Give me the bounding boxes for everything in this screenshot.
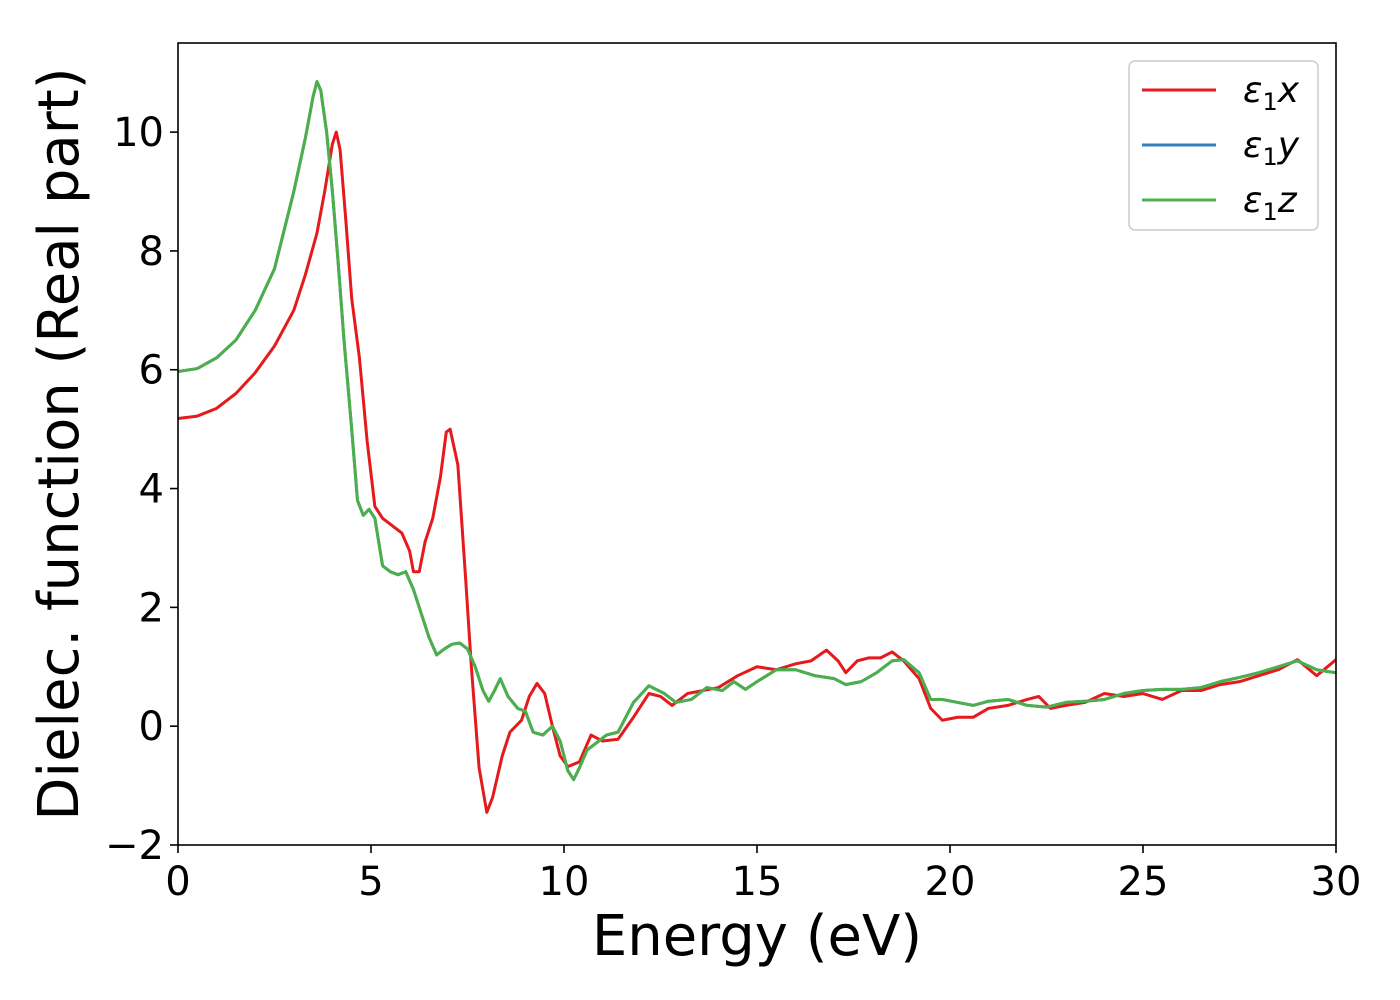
y-axis-label: Dielec. function (Real part) xyxy=(27,67,92,820)
legend: ε1x ε1y ε1z xyxy=(1128,60,1319,231)
x-tick-label: 10 xyxy=(539,859,590,905)
series-layer xyxy=(178,80,1336,814)
x-tick-label: 5 xyxy=(358,859,383,905)
y-tick-label: 2 xyxy=(139,585,164,631)
x-tick-label: 25 xyxy=(1118,859,1169,905)
x-axis-label: Energy (eV) xyxy=(592,904,922,969)
legend-label-z: ε1z xyxy=(1243,180,1298,226)
series-line-x xyxy=(178,130,1336,814)
y-axis: −2 0 2 4 6 8 10 xyxy=(105,110,178,869)
y-tick-label: 6 xyxy=(139,348,164,394)
series-line-z xyxy=(178,80,1336,782)
x-tick-label: 30 xyxy=(1311,859,1362,905)
y-tick-label: 10 xyxy=(113,110,164,156)
y-tick-label: 4 xyxy=(139,467,164,513)
x-tick-label: 15 xyxy=(732,859,783,905)
x-tick-label: 0 xyxy=(165,859,190,905)
legend-label-x: ε1x xyxy=(1243,70,1300,116)
y-tick-label: 0 xyxy=(139,704,164,750)
x-tick-label: 20 xyxy=(925,859,976,905)
y-tick-label: −2 xyxy=(105,823,164,869)
y-tick-label: 8 xyxy=(139,229,164,275)
legend-label-y: ε1y xyxy=(1243,125,1300,171)
x-axis: 0 5 10 15 20 25 30 xyxy=(165,845,1361,905)
legend-box xyxy=(1128,60,1319,231)
